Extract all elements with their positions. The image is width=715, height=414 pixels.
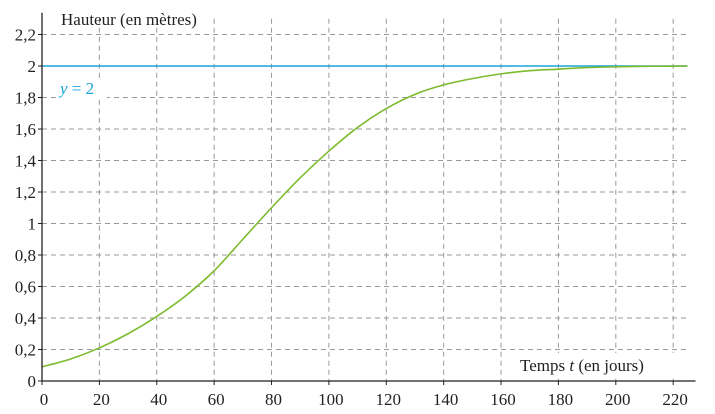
x-axis-title: Temps t (en jours): [520, 356, 644, 375]
y-tick-label: 1: [28, 215, 37, 234]
y-tick-label: 0,4: [15, 309, 37, 328]
y-tick-label: 2: [28, 57, 37, 76]
y-tick-label: 0,6: [15, 278, 36, 297]
x-axis-title-variable: t: [569, 356, 575, 375]
axes: [38, 12, 696, 385]
x-tick-label: 180: [548, 390, 574, 409]
x-tick-label: 200: [605, 390, 631, 409]
x-axis-title-suffix: (en jours): [574, 356, 644, 375]
x-tick-label: 100: [318, 390, 344, 409]
asymptote-label-value: = 2: [68, 79, 95, 98]
y-tick-label: 1,4: [15, 152, 37, 171]
y-tick-label: 1,6: [15, 120, 36, 139]
x-tick-label: 140: [433, 390, 459, 409]
y-tick-label: 0,2: [15, 341, 36, 360]
x-tick-label: 60: [208, 390, 225, 409]
y-axis-title: Hauteur (en mètres): [61, 10, 197, 29]
asymptote-label-background: [57, 78, 107, 98]
asymptote-label-variable: y: [58, 79, 68, 98]
x-tick-label: 220: [662, 390, 688, 409]
x-tick-label: 160: [490, 390, 516, 409]
x-tick-label: 20: [93, 390, 110, 409]
labels: 0 20 40 60 80 100 120 140 160 180 200 220 0 0,2 0,4 0,6…: [15, 10, 688, 409]
y-tick-label: 0,8: [15, 246, 36, 265]
x-axis-title-prefix: Temps: [520, 356, 569, 375]
x-tick-label: 0: [40, 390, 49, 409]
asymptote-label: y = 2: [58, 79, 94, 98]
y-tick-label: 2,2: [15, 26, 36, 45]
y-tick-label: 1,2: [15, 183, 36, 202]
grid-lines: [42, 18, 688, 381]
series-layer: [41, 65, 688, 368]
y-tick-label: 0: [28, 372, 37, 391]
y-tick-label: 1,8: [15, 89, 36, 108]
x-tick-label: 80: [265, 390, 282, 409]
x-tick-label: 120: [376, 390, 402, 409]
x-tick-label: 40: [150, 390, 167, 409]
height-curve: [41, 65, 688, 368]
x-axis-title-background: [517, 353, 683, 377]
